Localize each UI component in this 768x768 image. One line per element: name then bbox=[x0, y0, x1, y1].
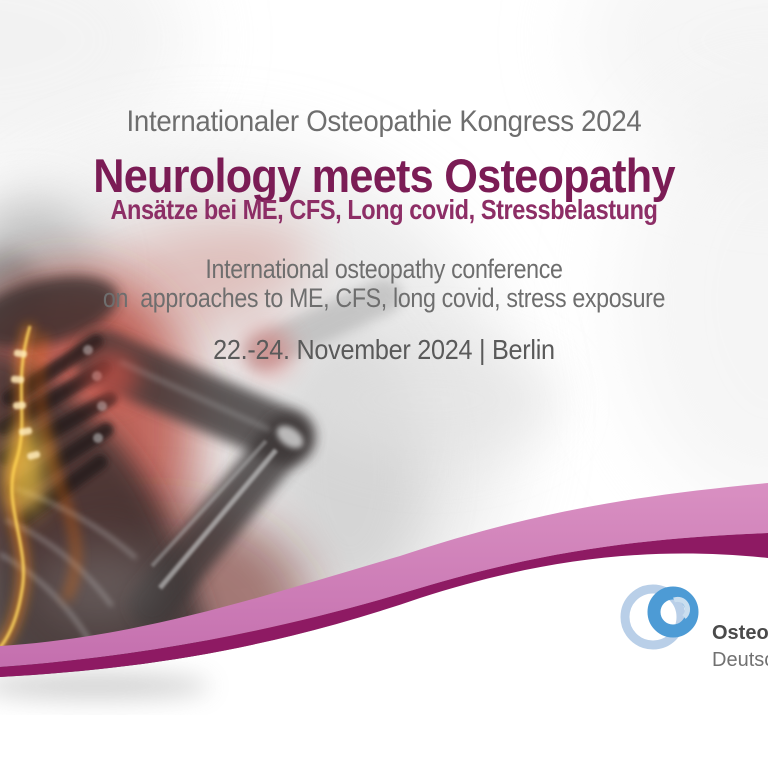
vertebrae-ticks bbox=[10, 349, 41, 460]
wave-ribbon bbox=[0, 483, 768, 677]
date-location: 22.-24. November 2024 | Berlin bbox=[213, 334, 555, 365]
wave-shadow bbox=[0, 673, 210, 699]
wave-band-pink bbox=[0, 483, 768, 667]
poster-title: Neurology meets Osteopathy bbox=[93, 149, 675, 202]
wrist-glow bbox=[86, 350, 138, 402]
logo-wordmark: Osteo bbox=[712, 622, 768, 644]
subtitle-german: Ansätze bei ME, CFS, Long covid, Stressb… bbox=[110, 194, 658, 225]
subtitle-english-1: International osteopathy conference bbox=[205, 254, 563, 284]
osteopathie-logo-icon bbox=[620, 584, 699, 650]
subtitle-english-2: on approaches to ME, CFS, long covid, st… bbox=[102, 283, 666, 313]
wave-band-magenta bbox=[0, 533, 768, 677]
logo-wordmark-sub: Deutsc bbox=[712, 649, 768, 671]
kicker-line: Internationaler Osteopathie Kongress 202… bbox=[126, 105, 642, 138]
